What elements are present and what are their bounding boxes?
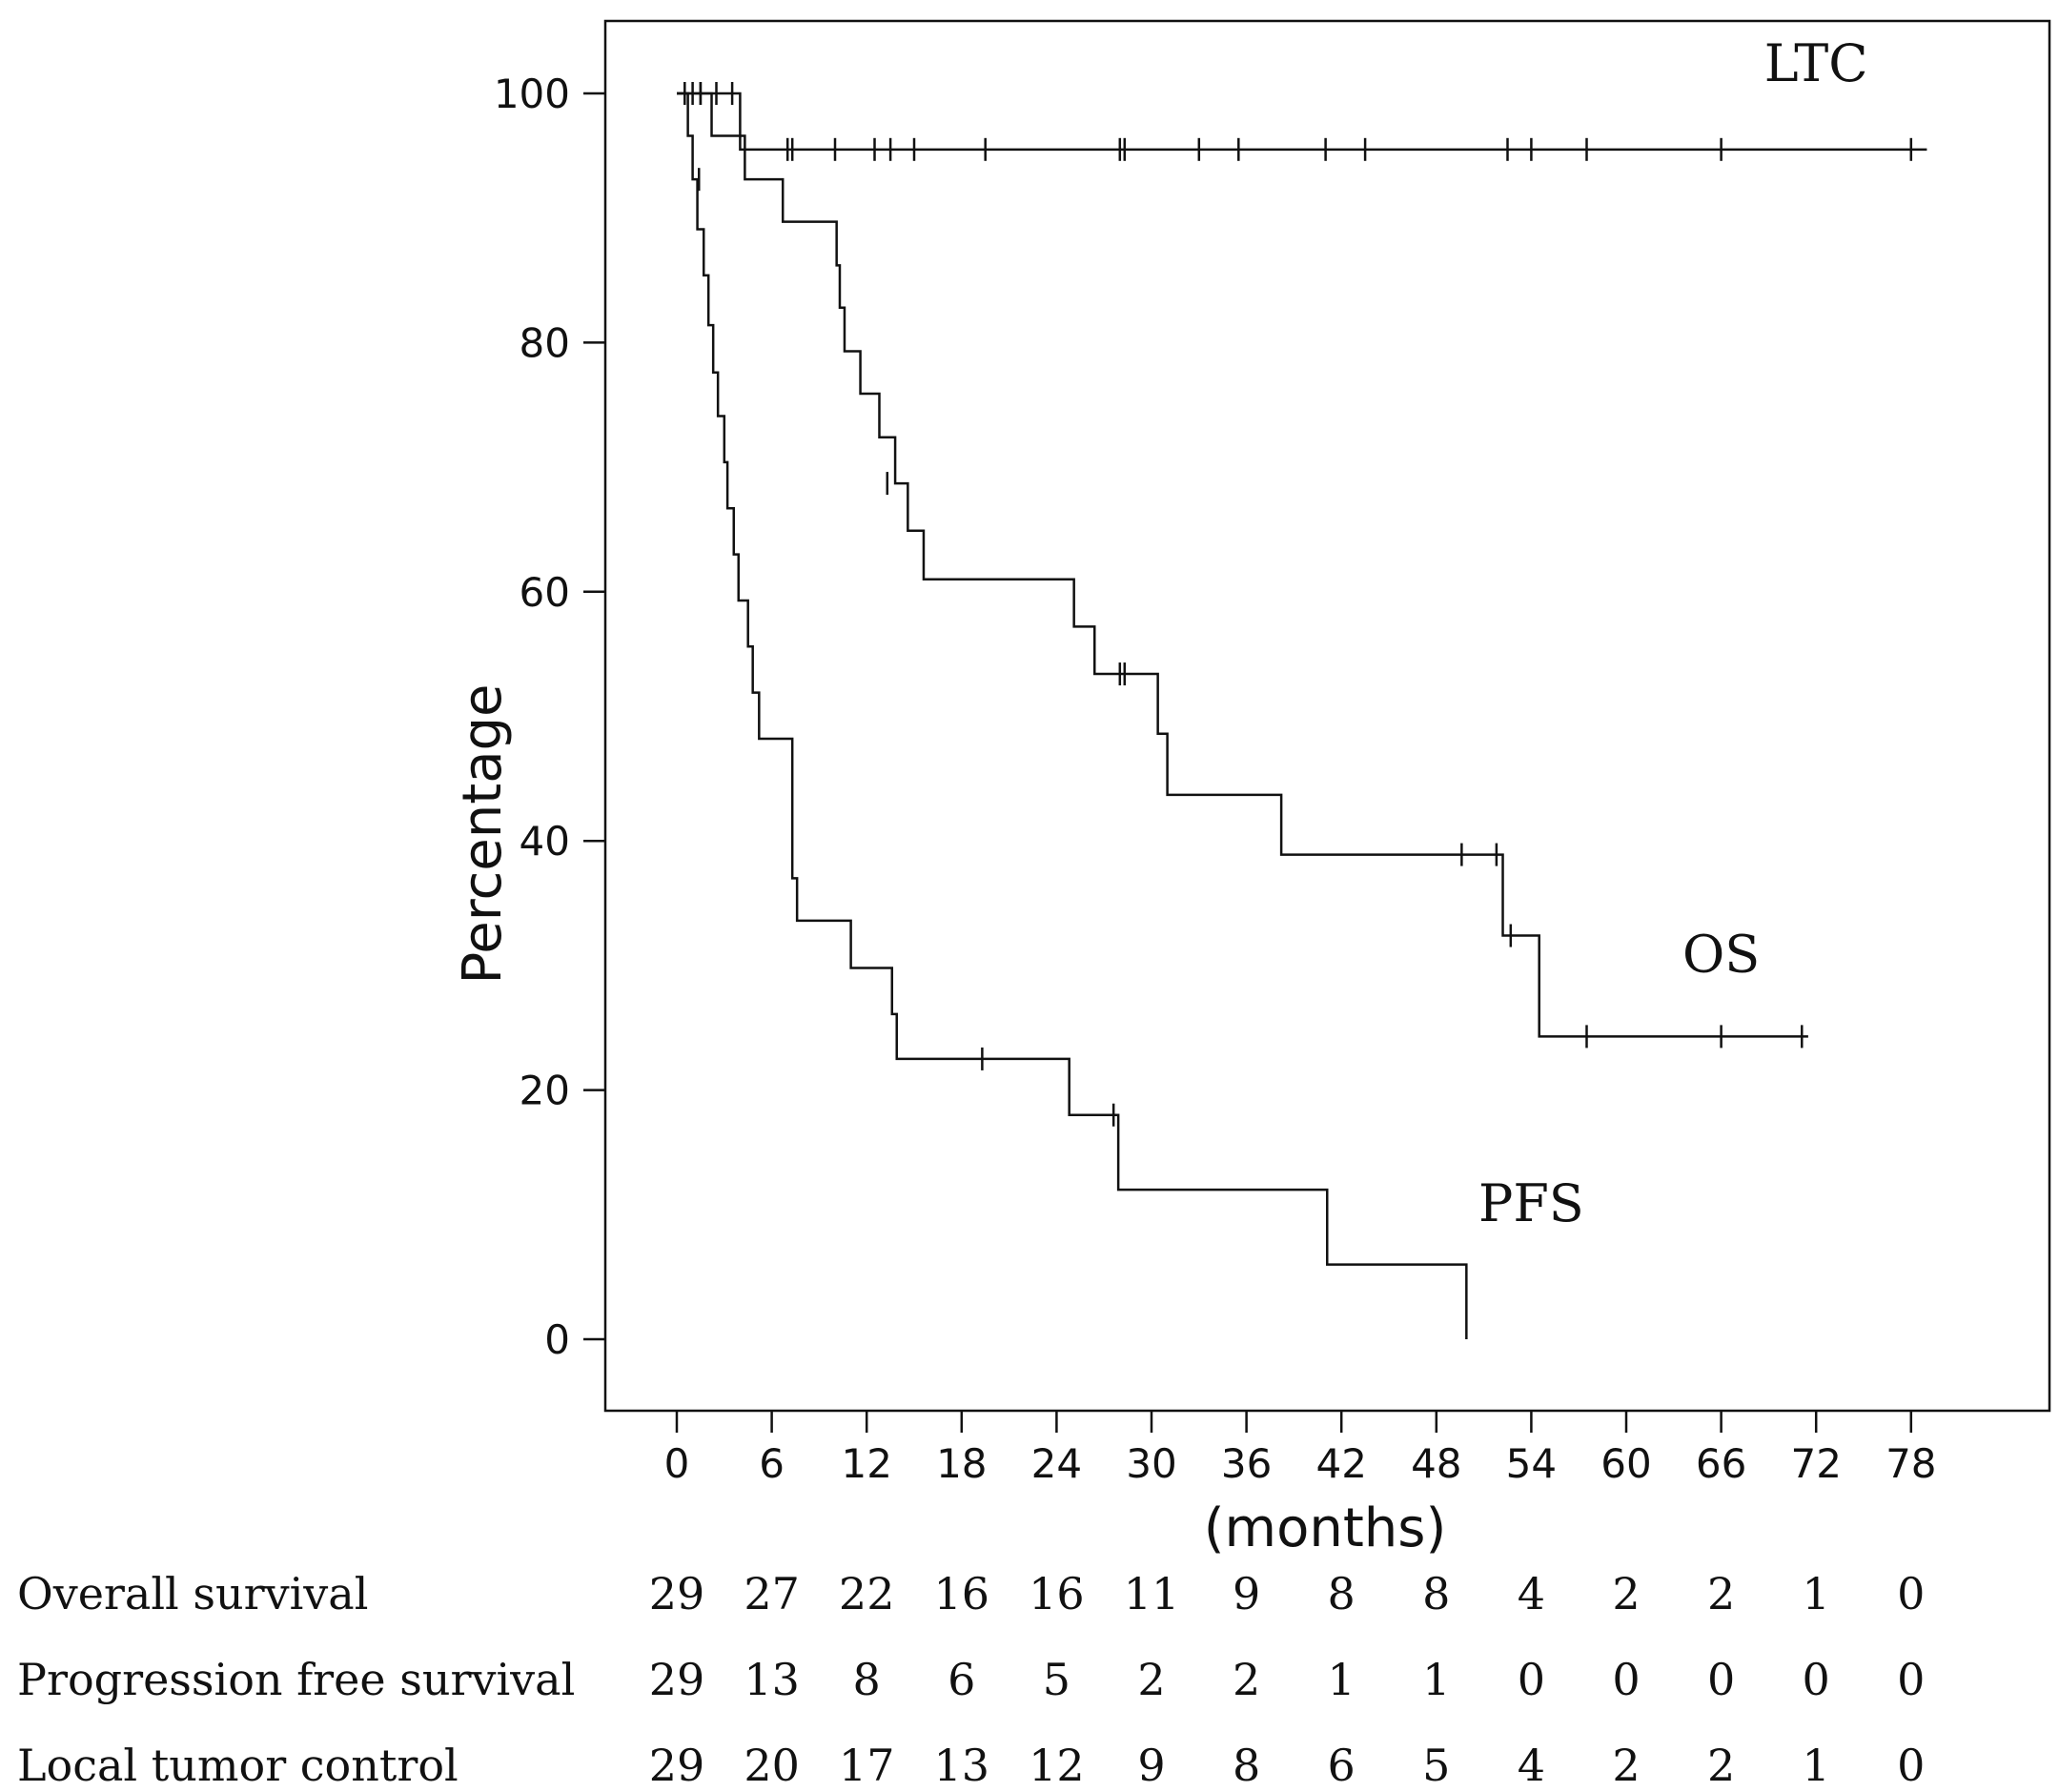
risk-value: 8 [853, 1654, 881, 1705]
x-tick-label: 60 [1600, 1440, 1651, 1487]
curve-label-os: OS [1682, 924, 1760, 984]
y-tick-label: 20 [520, 1068, 570, 1114]
risk-value: 11 [1124, 1568, 1180, 1619]
x-tick-label: 78 [1886, 1440, 1936, 1487]
curves [677, 82, 1927, 1339]
risk-value: 0 [1803, 1654, 1830, 1705]
y-tick-label: 40 [520, 818, 570, 865]
curve-label-ltc: LTC [1764, 33, 1868, 93]
x-axis-title: (months) [1204, 1497, 1447, 1559]
risk-value: 1 [1422, 1654, 1450, 1705]
risk-value: 0 [1707, 1654, 1735, 1705]
risk-value: 13 [934, 1740, 990, 1791]
risk-value: 2 [1707, 1568, 1735, 1619]
risk-value: 20 [744, 1740, 800, 1791]
risk-value: 12 [1029, 1740, 1085, 1791]
x-axis: 0 6 12 18 24 30 36 42 48 54 60 66 72 78 [664, 1411, 1937, 1487]
series-ltc-line [677, 92, 1927, 152]
x-tick-label: 0 [664, 1440, 690, 1487]
risk-value: 13 [744, 1654, 800, 1705]
x-tick-label: 48 [1411, 1440, 1461, 1487]
risk-value: 27 [744, 1568, 800, 1619]
x-tick-label: 72 [1790, 1440, 1841, 1487]
risk-value: 5 [1422, 1740, 1450, 1791]
risk-row-label: Overall survival [17, 1568, 368, 1619]
plot-frame [603, 19, 2051, 1413]
risk-row-label: Progression free survival [17, 1654, 575, 1705]
y-axis: 0 20 40 60 80 100 [494, 71, 605, 1363]
x-tick-label: 12 [841, 1440, 891, 1487]
series-os-line [677, 92, 1808, 1038]
y-axis-title: Percentage [452, 683, 514, 984]
x-tick-label: 24 [1031, 1440, 1082, 1487]
risk-value: 9 [1233, 1568, 1260, 1619]
risk-value: 0 [1518, 1654, 1545, 1705]
risk-value: 6 [1328, 1740, 1356, 1791]
risk-value: 0 [1897, 1568, 1925, 1619]
risk-value: 5 [1043, 1654, 1070, 1705]
risk-value: 2 [1612, 1568, 1640, 1619]
x-tick-label: 42 [1315, 1440, 1366, 1487]
x-tick-label: 6 [759, 1440, 785, 1487]
risk-value: 2 [1233, 1654, 1260, 1705]
risk-value: 1 [1803, 1568, 1830, 1619]
risk-value: 2 [1612, 1740, 1640, 1791]
risk-value: 0 [1897, 1740, 1925, 1791]
curve-label-pfs: PFS [1478, 1173, 1584, 1233]
risk-value: 0 [1612, 1654, 1640, 1705]
risk-value: 6 [948, 1654, 975, 1705]
risk-value: 0 [1897, 1654, 1925, 1705]
y-tick-label: 100 [494, 71, 570, 117]
y-tick-label: 0 [544, 1316, 570, 1363]
risk-value: 2 [1707, 1740, 1735, 1791]
x-tick-label: 30 [1126, 1440, 1176, 1487]
risk-value: 4 [1518, 1568, 1545, 1619]
risk-value: 29 [649, 1568, 705, 1619]
risk-value: 4 [1518, 1740, 1545, 1791]
y-tick-label: 80 [520, 319, 570, 366]
curve-labels: LTC OS PFS [1478, 33, 1868, 1233]
risk-value: 16 [1029, 1568, 1085, 1619]
x-tick-label: 36 [1221, 1440, 1272, 1487]
x-tick-label: 54 [1506, 1440, 1557, 1487]
risk-value: 1 [1328, 1654, 1356, 1705]
x-tick-label: 66 [1696, 1440, 1746, 1487]
risk-value: 8 [1328, 1568, 1356, 1619]
risk-value: 8 [1233, 1740, 1260, 1791]
risk-value: 29 [649, 1654, 705, 1705]
risk-value: 2 [1137, 1654, 1165, 1705]
risk-value: 9 [1137, 1740, 1165, 1791]
risk-value: 16 [934, 1568, 990, 1619]
x-tick-label: 18 [936, 1440, 987, 1487]
risk-value: 22 [839, 1568, 895, 1619]
risk-value: 1 [1803, 1740, 1830, 1791]
risk-value: 8 [1422, 1568, 1450, 1619]
risk-row-label: Local tumor control [17, 1740, 459, 1791]
risk-value: 17 [839, 1740, 895, 1791]
risk-value: 29 [649, 1740, 705, 1791]
risk-table: Overall survival 29 27 22 16 16 11 9 8 8 4 2 2 1 0Prog… [17, 1568, 1925, 1791]
series-pfs-line [677, 92, 1468, 1339]
y-tick-label: 60 [520, 569, 570, 616]
